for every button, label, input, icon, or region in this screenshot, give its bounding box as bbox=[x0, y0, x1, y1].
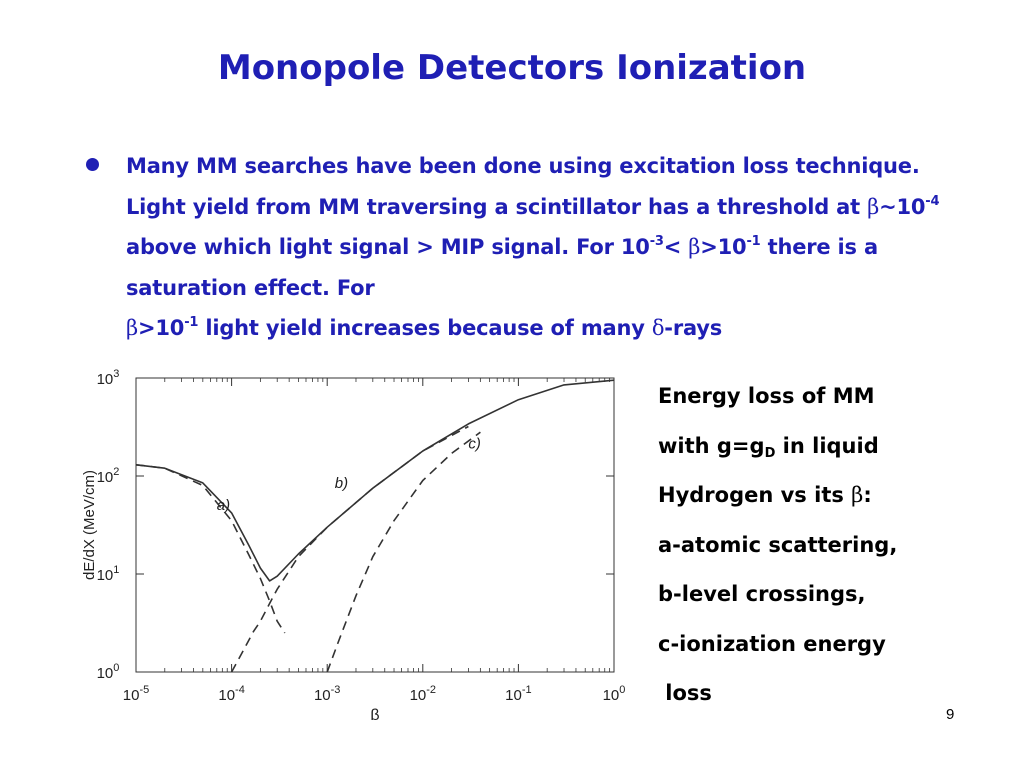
bullet-segment: < bbox=[663, 235, 689, 259]
bullet-segment: light yield increases because of many bbox=[198, 316, 652, 340]
y-tick-exponent: 3 bbox=[113, 368, 119, 380]
caption-text: in liquid bbox=[775, 433, 879, 458]
y-tick-base: 10 bbox=[97, 469, 114, 486]
chart-svg: 10-5 10-4 10-3 10-2 10-1 100100101102103βdE/d… bbox=[81, 368, 626, 724]
bullet-segment: above which light signal > MIP signal. F… bbox=[126, 235, 650, 259]
curve-annotation: c) bbox=[468, 436, 481, 453]
page-number: 9 bbox=[946, 706, 955, 723]
plot-frame bbox=[135, 377, 615, 673]
x-tick-base: 10 bbox=[603, 687, 620, 704]
y-tick-label: 100 bbox=[97, 662, 120, 682]
caption-line: a-atomic scattering, bbox=[658, 532, 898, 557]
x-tick-label: 10-5 bbox=[123, 684, 149, 704]
series-a-line bbox=[136, 464, 286, 634]
caption-line: with g=gD in liquid bbox=[658, 422, 998, 472]
caption-beta: β bbox=[851, 483, 864, 507]
bullet-segment: Many MM searches have been done using ex… bbox=[126, 154, 920, 219]
bullet-item: Many MM searches have been done using ex… bbox=[86, 146, 986, 349]
y-tick-exponent: 1 bbox=[113, 564, 119, 576]
y-tick-label: 102 bbox=[97, 466, 120, 486]
x-tick-exponent: -5 bbox=[139, 684, 149, 696]
bullet-segment: δ bbox=[651, 316, 665, 340]
x-tick-label: 100 bbox=[603, 684, 626, 704]
y-tick-base: 10 bbox=[97, 567, 114, 584]
x-tick-label: 10-1 bbox=[505, 684, 531, 704]
bullet-segment: there is a saturation effect. For bbox=[126, 235, 878, 300]
curve-annotation: b) bbox=[335, 475, 348, 492]
x-tick-label: 10-3 bbox=[314, 684, 340, 704]
x-tick-base: 10 bbox=[123, 687, 140, 704]
x-tick-exponent: -3 bbox=[331, 684, 341, 696]
caption-line: b-level crossings, bbox=[658, 582, 866, 606]
bullet-segment: β bbox=[126, 316, 138, 340]
y-tick-base: 10 bbox=[97, 665, 114, 682]
caption-subscript: D bbox=[764, 445, 776, 461]
y-axis-label: dE/dX (MeV/cm) bbox=[81, 470, 98, 580]
x-tick-label: 10-4 bbox=[218, 684, 244, 704]
bullet-dot-icon bbox=[86, 158, 99, 171]
caption-line: Energy loss of MM bbox=[658, 384, 875, 408]
bullet-segment: ~10 bbox=[879, 194, 926, 219]
x-tick-base: 10 bbox=[505, 687, 522, 704]
x-tick-exponent: -2 bbox=[426, 684, 436, 696]
y-tick-label: 103 bbox=[97, 368, 120, 388]
x-tick-exponent: -1 bbox=[522, 684, 532, 696]
bullet-segment: -4 bbox=[925, 193, 940, 209]
bullet-segment: β bbox=[688, 235, 701, 259]
energy-loss-chart: 10-5 10-4 10-3 10-2 10-1 100 100 101 102 103 β dE/d… bbox=[76, 360, 636, 724]
x-tick-label: 10-2 bbox=[410, 684, 436, 704]
caption-line: loss bbox=[658, 681, 712, 705]
curve-annotation: a) bbox=[217, 497, 230, 514]
y-tick-exponent: 2 bbox=[113, 466, 119, 478]
x-tick-base: 10 bbox=[314, 687, 331, 704]
caption-line: c-ionization energy bbox=[658, 631, 886, 656]
slide-title: Monopole Detectors Ionization bbox=[217, 48, 807, 88]
bullet-segment: >10 bbox=[137, 316, 185, 340]
bullet-text: Many MM searches have been done using ex… bbox=[126, 146, 986, 349]
x-tick-exponent: -4 bbox=[235, 684, 245, 696]
x-tick-exponent: 0 bbox=[619, 684, 625, 696]
caption-line: Hydrogen vs its β: bbox=[658, 471, 998, 521]
caption-text: with g=g bbox=[658, 433, 765, 458]
caption-text: : bbox=[863, 483, 872, 507]
y-tick-base: 10 bbox=[97, 371, 114, 388]
bullet-segment: β bbox=[867, 194, 880, 219]
x-tick-base: 10 bbox=[410, 687, 427, 704]
x-tick-base: 10 bbox=[218, 687, 235, 704]
bullet-segment: -1 bbox=[184, 315, 199, 330]
bullet-segment: -rays bbox=[664, 316, 723, 340]
series-b-line bbox=[230, 425, 469, 672]
caption-text: Hydrogen vs its bbox=[658, 483, 852, 507]
bullet-segment: -1 bbox=[746, 234, 761, 249]
y-tick-label: 101 bbox=[97, 564, 120, 584]
figure-caption: Energy loss of MM with g=gD in liquid Hy… bbox=[658, 372, 998, 719]
bullet-segment: -3 bbox=[649, 234, 664, 249]
series-total-line bbox=[136, 379, 614, 582]
series-c-line bbox=[326, 431, 481, 672]
y-tick-exponent: 0 bbox=[113, 662, 119, 674]
bullet-segment: >10 bbox=[700, 235, 747, 259]
x-axis-label: β bbox=[370, 707, 379, 720]
